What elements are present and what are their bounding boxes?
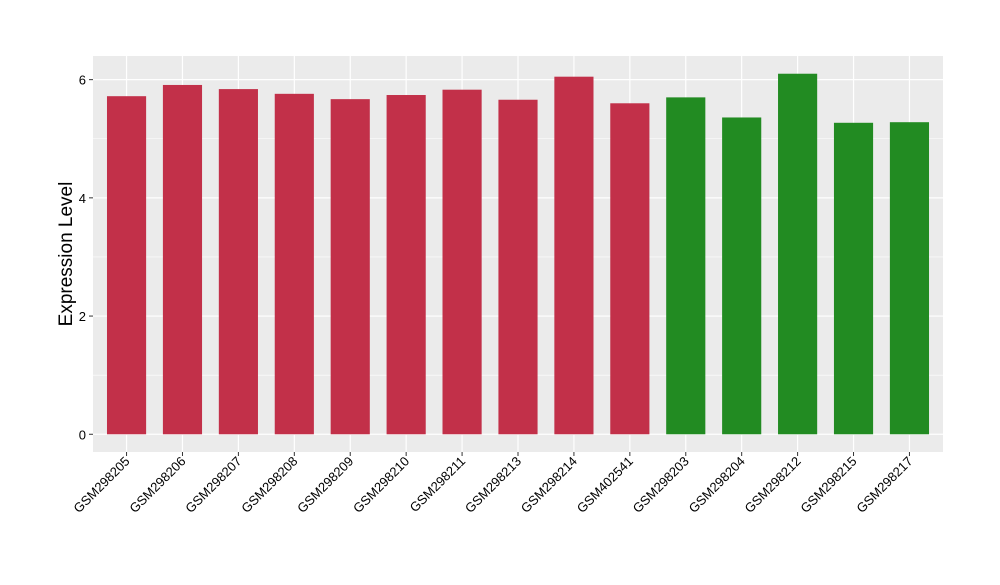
y-tick-label: 0 [79, 427, 86, 442]
bar-GSM298209 [330, 99, 370, 435]
bar-GSM298205 [106, 96, 147, 435]
bar-GSM298214 [554, 76, 594, 435]
bar-GSM298207 [218, 89, 258, 435]
y-tick-label: 2 [79, 309, 86, 324]
bar-GSM298217 [889, 122, 930, 435]
bar-GSM298213 [498, 99, 538, 435]
bar-GSM298212 [778, 73, 818, 435]
bar-GSM298211 [442, 89, 482, 435]
bar-GSM298204 [722, 117, 762, 435]
bar-GSM298210 [386, 95, 426, 435]
y-tick-label: 6 [79, 73, 86, 88]
bar-GSM298206 [162, 84, 203, 435]
bar-GSM298215 [833, 122, 874, 435]
bar-GSM298208 [274, 93, 314, 435]
y-axis-title: Expression Level [56, 182, 77, 327]
y-tick-label: 4 [79, 191, 86, 206]
bar-GSM298203 [666, 97, 706, 435]
bar-GSM402541 [610, 103, 650, 435]
